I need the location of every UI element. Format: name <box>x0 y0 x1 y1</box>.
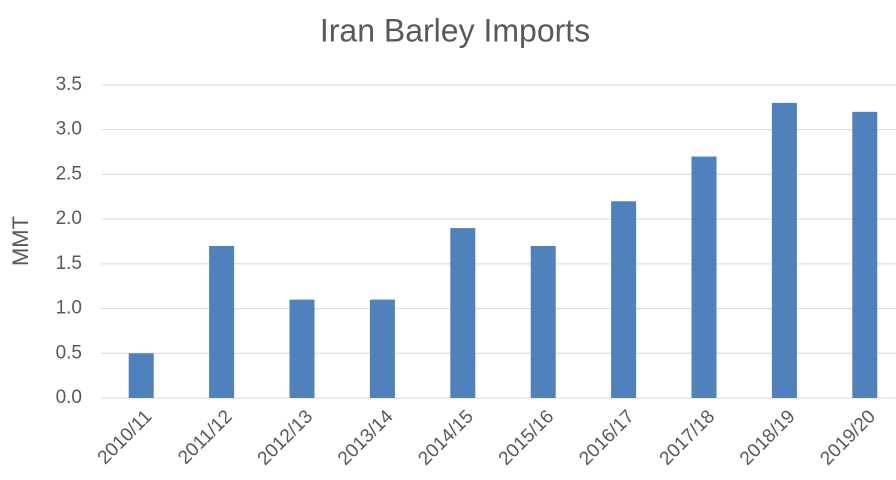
x-tick-label: 2011/12 <box>174 406 236 468</box>
y-tick-label: 2.5 <box>56 163 82 184</box>
y-axis-label: MMT <box>8 216 33 266</box>
chart-title: Iran Barley Imports <box>320 12 590 48</box>
bar <box>852 111 878 398</box>
y-tick-label: 0.0 <box>56 387 82 408</box>
x-tick-label: 2017/18 <box>656 406 719 469</box>
x-tick-label: 2018/19 <box>736 406 799 469</box>
bar <box>128 353 154 398</box>
y-tick-label: 3.5 <box>56 74 82 95</box>
y-tick-label: 3.0 <box>56 119 82 140</box>
y-tick-label: 1.0 <box>56 298 82 319</box>
y-tick-label: 0.5 <box>56 342 82 363</box>
bar <box>369 299 395 398</box>
x-tick-label: 2013/14 <box>334 406 398 470</box>
x-tick-label: 2015/16 <box>495 406 558 469</box>
bar <box>450 228 476 398</box>
x-tick-label: 2014/15 <box>414 406 477 469</box>
x-tick-label: 2016/17 <box>575 406 638 469</box>
bar <box>530 245 556 398</box>
bar <box>289 299 315 398</box>
x-tick-label: 2019/20 <box>816 406 879 469</box>
bar <box>771 102 797 398</box>
y-tick-label: 1.5 <box>56 253 82 274</box>
x-tick-label: 2010/11 <box>94 406 156 468</box>
bar <box>691 156 717 398</box>
bar <box>209 245 235 398</box>
x-tick-label: 2012/13 <box>254 406 317 469</box>
bar <box>611 201 637 398</box>
y-tick-label: 2.0 <box>56 208 82 229</box>
